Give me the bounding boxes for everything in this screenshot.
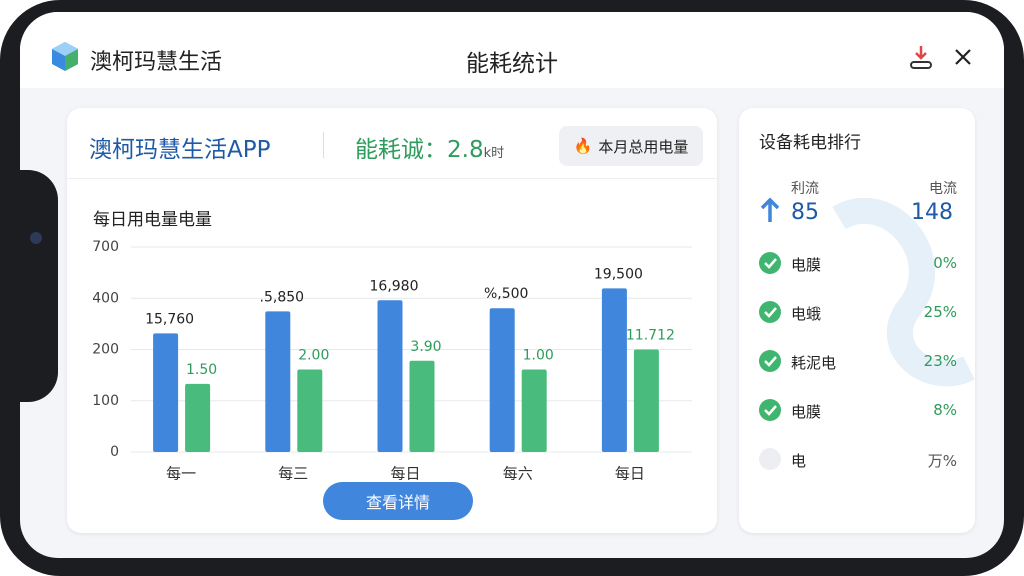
y-tick-label: 700 (92, 239, 119, 255)
decoration (832, 198, 975, 387)
top-bar: 澳柯玛慧生活 能耗统计 (20, 12, 1004, 88)
bar (521, 369, 547, 452)
check-icon[interactable] (759, 252, 781, 274)
energy-label: 能耗诚：2.8k时 (355, 130, 504, 164)
camera-notch (0, 170, 58, 402)
check-icon[interactable] (759, 448, 781, 470)
check-icon[interactable] (759, 301, 781, 323)
bar-label: 19,500 (594, 266, 643, 282)
flame-icon: 🔥 (573, 137, 593, 155)
item-name: 电膜 (791, 403, 822, 421)
divider (323, 132, 324, 158)
bar (633, 349, 659, 452)
x-tick-label: 每六 (503, 465, 533, 483)
bar-label: .5,850 (260, 289, 305, 305)
bar-label: %,500 (484, 286, 528, 302)
page-title: 能耗统计 (466, 51, 558, 77)
col2-label: 电流 (929, 181, 957, 197)
ranking-row: 电膜 8% (759, 399, 957, 423)
chart-title: 每日用电量电量 (93, 210, 212, 230)
app-logo (52, 42, 78, 71)
item-value: 8% (933, 401, 957, 419)
app-name: 澳柯玛慧生活 (90, 50, 223, 75)
x-tick-label: 每日 (390, 465, 420, 483)
separator (67, 178, 717, 179)
x-tick-label: 每三 (278, 465, 308, 483)
ranking-row: 电蛾 25% (759, 301, 957, 325)
up-arrow (760, 197, 780, 222)
ranking-row: 耗泥电 23% (759, 350, 957, 374)
close-icon[interactable] (954, 48, 972, 66)
download-icon[interactable] (908, 44, 934, 70)
x-tick-label: 每日 (615, 465, 645, 483)
ranking-row: 电 万% (759, 448, 957, 472)
bar-label: 2.00 (298, 347, 329, 363)
ranking-title: 设备耗电排行 (759, 133, 861, 153)
col1-label: 利流 (791, 181, 819, 197)
item-value: 25% (923, 303, 957, 321)
item-name: 耗泥电 (791, 354, 837, 372)
bar-label: 3.90 (410, 339, 441, 355)
bar-label: 1.00 (523, 347, 554, 363)
item-value: 0% (933, 254, 957, 272)
y-tick-label: 100 (92, 393, 119, 409)
bar-label: 15,760 (145, 311, 194, 327)
bar-label: 1.50 (186, 362, 217, 378)
bar (377, 300, 403, 452)
details-button[interactable]: 查看详情 (323, 482, 473, 520)
bar (409, 360, 435, 452)
screen: 澳柯玛慧生活 能耗统计 澳柯玛慧生活APP 能耗诚：2.8k时 🔥 本月总用电量 … (20, 12, 1004, 558)
x-tick-label: 每一 (166, 465, 196, 483)
check-icon[interactable] (759, 350, 781, 372)
bar-label: 11.712 (626, 328, 675, 344)
bar (265, 311, 291, 452)
y-tick-label: 200 (92, 342, 119, 358)
item-name: 电蛾 (791, 305, 822, 323)
stat2: 148 (911, 200, 953, 225)
ranking-row: 电膜 0% (759, 252, 957, 276)
bar-label: 16,980 (370, 278, 419, 294)
energy-unit: k时 (483, 146, 505, 161)
item-name: 电 (791, 452, 807, 470)
y-tick-label: 0 (110, 444, 119, 460)
bar (185, 383, 211, 452)
bar (297, 369, 323, 452)
item-value: 万% (927, 452, 957, 470)
bar (601, 288, 627, 452)
bar (153, 333, 179, 452)
bar-chart: 每日用电量电量 0 100 200 400 700 每一 15,760 1.50 每三 .5,85… (92, 210, 692, 483)
energy-card: 澳柯玛慧生活APP 能耗诚：2.8k时 🔥 本月总用电量 每日用电量电量 0 100… (67, 108, 717, 533)
app-label: 澳柯玛慧生活APP (89, 137, 271, 163)
y-tick-label: 400 (92, 290, 119, 306)
bar (489, 308, 515, 452)
month-button-label: 本月总用电量 (598, 137, 689, 156)
camera (30, 232, 42, 244)
stat1: 85 (791, 200, 819, 225)
item-name: 电膜 (791, 256, 822, 274)
item-value: 23% (923, 352, 957, 370)
energy-value: 能耗诚：2.8 (355, 137, 484, 163)
ranking-card: 设备耗电排行 利流 电流 85 148 电膜 0% 电蛾 25% 耗泥电 23% 电膜 8% 电… (739, 108, 975, 533)
month-button[interactable]: 🔥 本月总用电量 (559, 126, 703, 166)
check-icon[interactable] (759, 399, 781, 421)
